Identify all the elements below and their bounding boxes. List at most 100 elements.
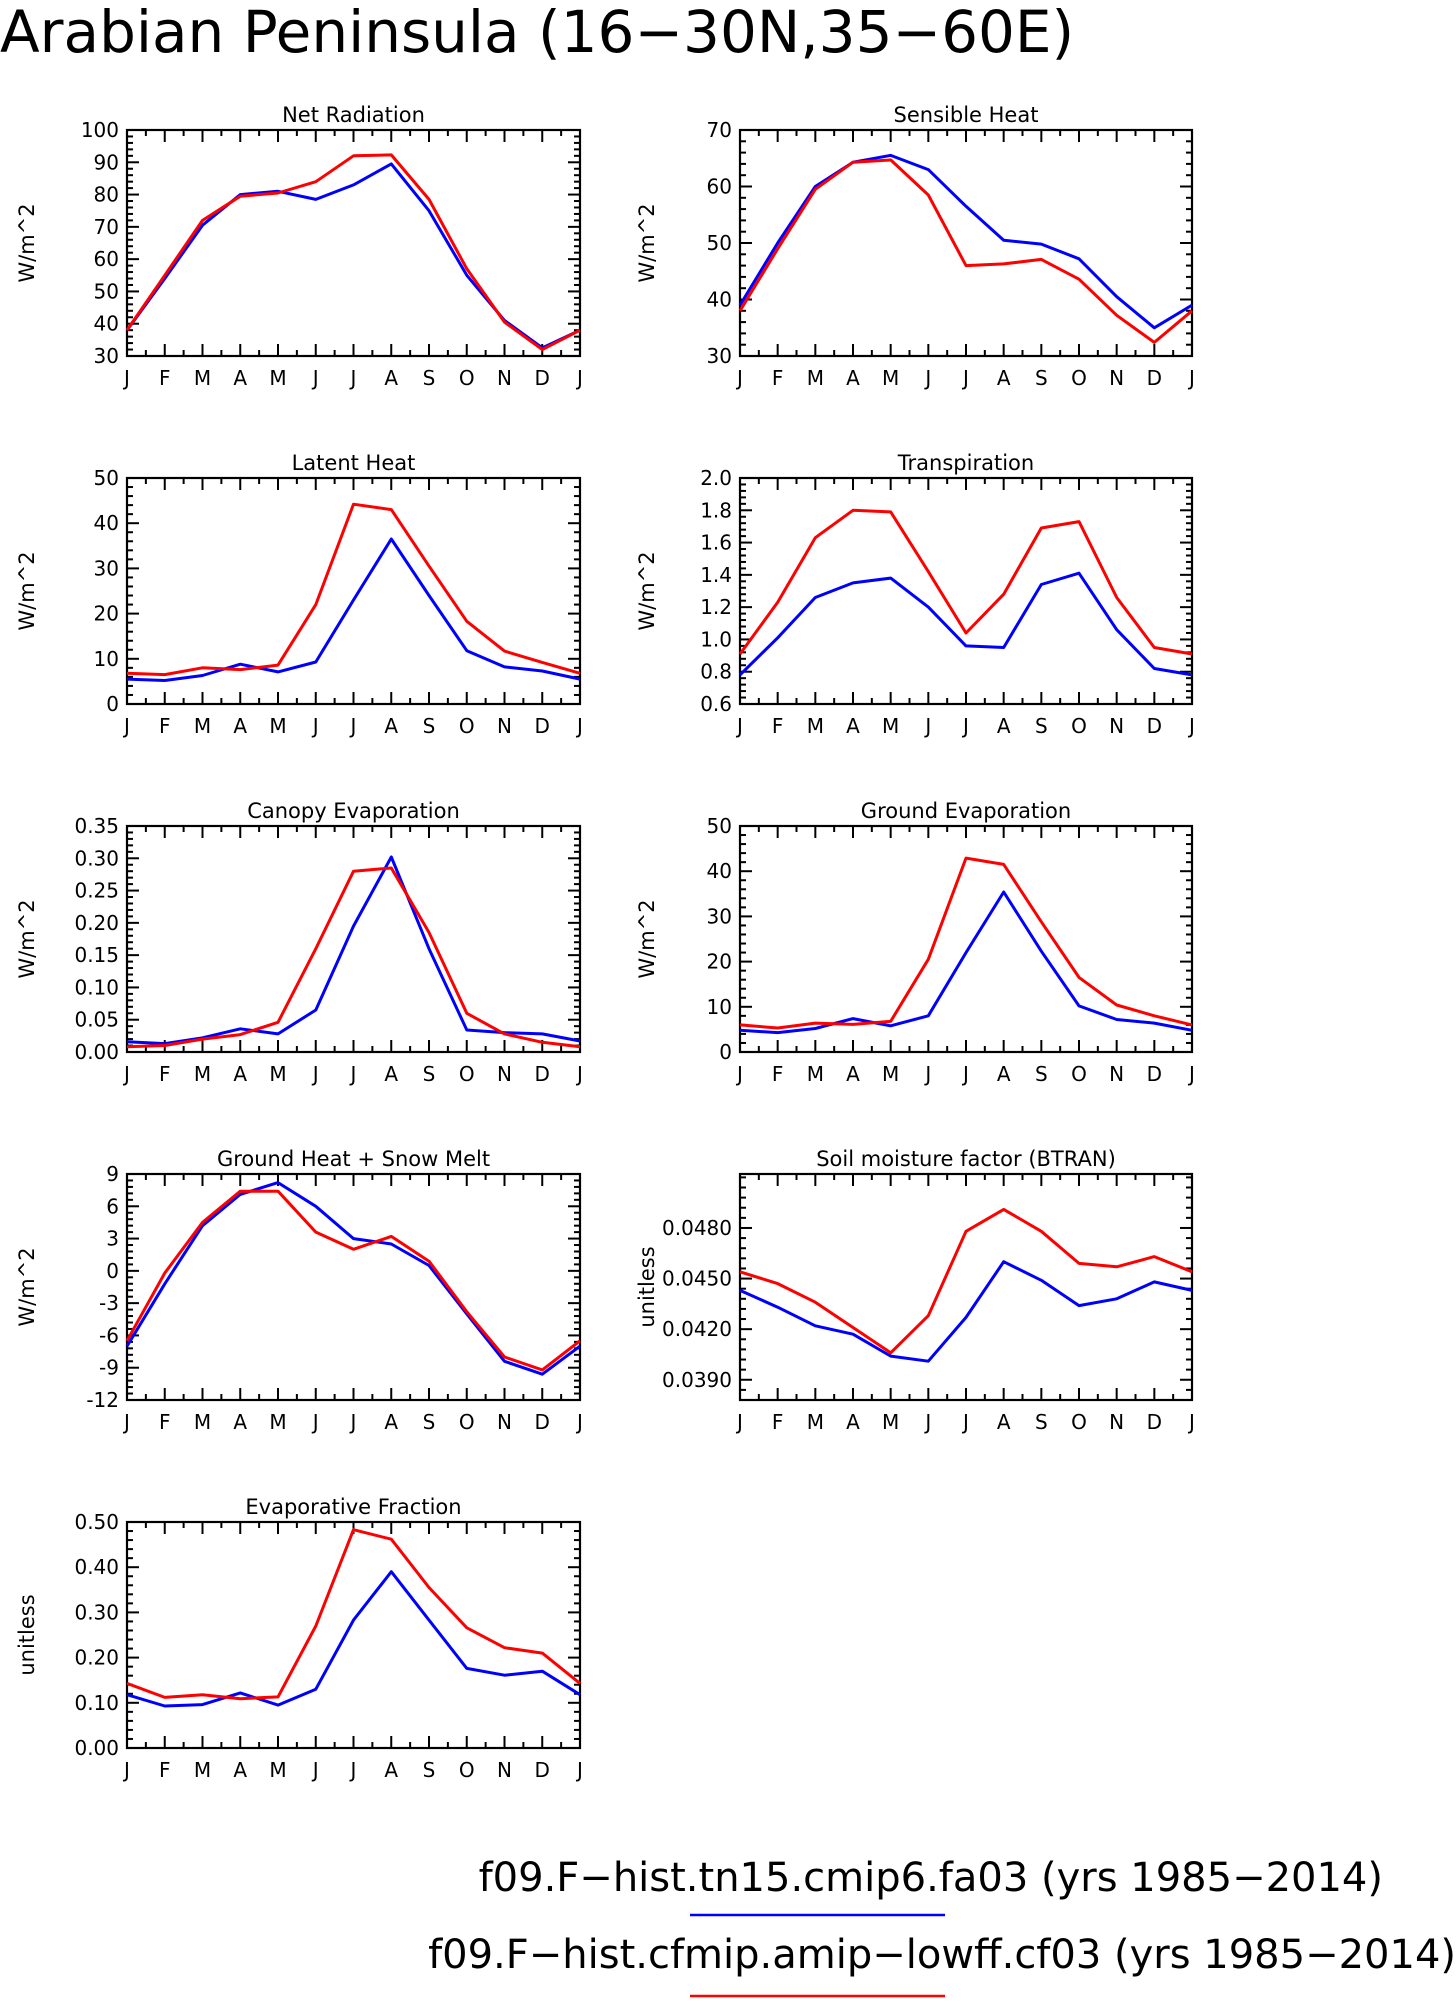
- y-tick-label: 10: [94, 647, 119, 671]
- x-tick-label: M: [807, 714, 824, 738]
- y-tick-label: 2.0: [700, 466, 732, 490]
- y-tick-label: -12: [86, 1388, 119, 1412]
- plot-frame: [125, 1520, 582, 1750]
- y-axis-label: W/m^2: [15, 899, 39, 978]
- y-tick-label: 50: [707, 231, 732, 255]
- x-tick-label: D: [1147, 1062, 1162, 1086]
- x-tick-label: M: [194, 1410, 211, 1434]
- x-tick-label: F: [159, 366, 171, 390]
- y-tick-label: 0.00: [74, 1736, 119, 1760]
- x-tick-label: O: [459, 1410, 475, 1434]
- legend-label-blue: f09.F−hist.tn15.cmip6.fa03 (yrs 1985−201…: [479, 1855, 1383, 1901]
- x-tick-label: M: [269, 366, 286, 390]
- panel-title: Latent Heat: [292, 451, 416, 475]
- series-line-red: [739, 1207, 1193, 1355]
- series-line-red: [125, 1189, 581, 1372]
- x-tick-label: S: [1035, 1062, 1048, 1086]
- y-tick-label: -3: [99, 1291, 119, 1315]
- x-tick-label: J: [923, 714, 931, 738]
- series-line-blue: [126, 855, 581, 1046]
- series-line-blue: [738, 571, 1193, 677]
- plot-frame: [738, 1172, 1194, 1402]
- x-tick-label: N: [1109, 714, 1124, 738]
- panel-title: Canopy Evaporation: [247, 799, 460, 823]
- x-tick-label: S: [1035, 366, 1048, 390]
- y-tick-label: 9: [106, 1162, 119, 1186]
- series-line-red: [738, 508, 1193, 656]
- x-tick-label: N: [497, 1062, 512, 1086]
- x-tick-label: J: [122, 1062, 130, 1086]
- x-tick-label: D: [1147, 1410, 1162, 1434]
- x-tick-label: F: [772, 714, 784, 738]
- series-line-red: [738, 158, 1193, 344]
- x-tick-label: A: [997, 366, 1011, 390]
- x-tick-label: J: [575, 1758, 583, 1782]
- y-tick-label: 0: [106, 1259, 119, 1283]
- y-tick-label: 60: [94, 247, 119, 271]
- x-tick-label: D: [535, 714, 550, 738]
- y-tick-label: 1.8: [700, 498, 732, 522]
- x-tick-label: A: [233, 366, 247, 390]
- series-line-red: [126, 866, 581, 1049]
- y-tick-label: 0.20: [74, 911, 119, 935]
- x-tick-label: J: [349, 1062, 357, 1086]
- y-tick-label: 1.2: [700, 595, 732, 619]
- page-title: Arabian Peninsula (16−30N,35−60E): [0, 0, 1074, 66]
- y-axis-label: W/m^2: [15, 203, 39, 282]
- y-tick-label: 3: [106, 1227, 119, 1251]
- x-tick-label: A: [384, 1062, 398, 1086]
- x-tick-label: J: [961, 366, 969, 390]
- x-tick-label: J: [1187, 714, 1195, 738]
- x-tick-label: J: [575, 1410, 583, 1434]
- series-line-red: [126, 1528, 581, 1701]
- x-tick-label: N: [497, 1410, 512, 1434]
- y-tick-label: 0.20: [74, 1646, 119, 1670]
- x-tick-label: D: [1147, 714, 1162, 738]
- y-tick-label: 40: [707, 859, 732, 883]
- x-tick-label: J: [311, 1410, 319, 1434]
- x-tick-label: A: [233, 714, 247, 738]
- y-tick-label: -9: [99, 1356, 119, 1380]
- x-tick-label: S: [423, 1410, 436, 1434]
- x-tick-label: M: [269, 1062, 286, 1086]
- plot-frame: [125, 128, 582, 358]
- y-tick-label: -6: [99, 1323, 119, 1347]
- y-tick-label: 50: [94, 279, 119, 303]
- x-tick-label: A: [846, 714, 860, 738]
- panel-title: Ground Heat + Snow Melt: [217, 1147, 490, 1171]
- series-line-blue: [126, 537, 581, 682]
- x-tick-label: J: [961, 1062, 969, 1086]
- x-tick-label: O: [1071, 1062, 1087, 1086]
- x-tick-label: J: [349, 1758, 357, 1782]
- panel-title: Evaporative Fraction: [245, 1495, 461, 1519]
- x-tick-label: F: [772, 1410, 784, 1434]
- x-tick-label: J: [122, 366, 130, 390]
- x-tick-label: O: [1071, 366, 1087, 390]
- x-tick-label: M: [194, 366, 211, 390]
- x-tick-label: J: [1187, 1062, 1195, 1086]
- x-tick-label: J: [735, 366, 743, 390]
- x-tick-label: F: [159, 714, 171, 738]
- x-tick-label: A: [233, 1758, 247, 1782]
- x-tick-label: J: [923, 1410, 931, 1434]
- x-tick-label: M: [807, 366, 824, 390]
- x-tick-label: O: [459, 1062, 475, 1086]
- plot-frame: [738, 476, 1194, 706]
- x-tick-label: D: [535, 366, 550, 390]
- y-tick-label: 70: [94, 215, 119, 239]
- y-tick-label: 0.30: [74, 1600, 119, 1624]
- x-tick-label: O: [459, 1758, 475, 1782]
- x-tick-label: N: [497, 366, 512, 390]
- x-tick-label: A: [997, 1062, 1011, 1086]
- x-tick-label: J: [735, 1410, 743, 1434]
- y-tick-label: 0.0390: [662, 1368, 732, 1392]
- x-tick-label: N: [1109, 1062, 1124, 1086]
- y-tick-label: 0.0480: [662, 1216, 732, 1240]
